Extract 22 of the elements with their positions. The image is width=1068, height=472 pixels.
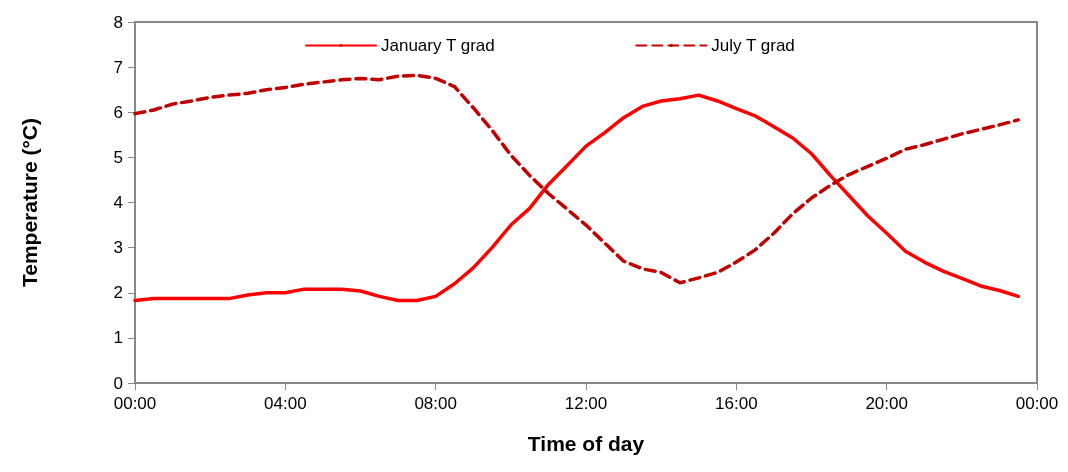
x-tick-label: 00:00 xyxy=(113,394,157,413)
x-axis-title: Time of day xyxy=(527,432,645,455)
y-tick-label: 5 xyxy=(113,147,123,167)
y-tick-label: 3 xyxy=(113,238,123,258)
line-series xyxy=(133,73,1020,285)
y-tick-label: 7 xyxy=(113,57,123,77)
legend-label: July T grad xyxy=(711,36,795,55)
x-tick-label: 16:00 xyxy=(715,394,758,413)
x-tick-label: 20:00 xyxy=(865,394,908,413)
y-tick-label: 0 xyxy=(113,373,123,393)
y-tick-label: 1 xyxy=(113,328,123,348)
x-tick-label: 00:00 xyxy=(1015,394,1059,413)
y-tick-label: 8 xyxy=(113,12,123,32)
y-tick-label: 2 xyxy=(113,283,123,303)
x-tick-label: 12:00 xyxy=(564,394,608,413)
y-axis-title: Temperature (°C) xyxy=(18,117,41,288)
x-tick-label: 04:00 xyxy=(264,394,307,413)
line-series xyxy=(133,93,1020,303)
y-tick-label: 6 xyxy=(113,102,123,122)
legend-label: January T grad xyxy=(381,36,495,55)
y-tick-label: 4 xyxy=(113,193,123,212)
x-tick-label: 08:00 xyxy=(414,394,457,413)
